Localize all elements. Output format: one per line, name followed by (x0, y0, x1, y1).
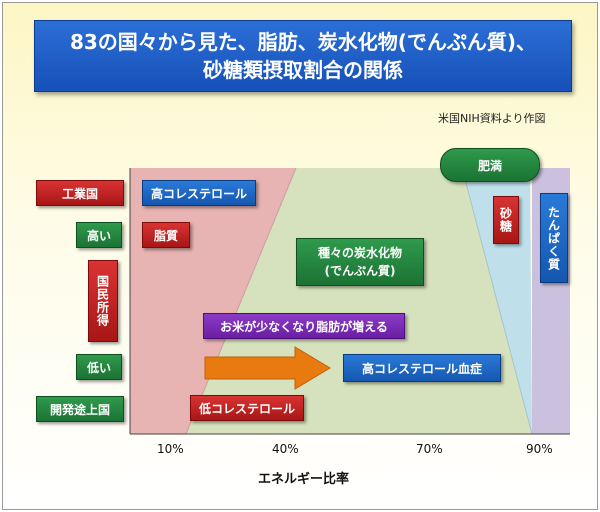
page-title: 83の国々から見た、脂肪、炭水化物(でんぷん質)、 砂糖類摂取割合の関係 (34, 20, 572, 92)
source-note: 米国NIH資料より作図 (438, 112, 546, 125)
fat-label: 脂質 (142, 222, 190, 248)
hypercholesterolemia-label: 高コレステロール血症 (343, 354, 501, 382)
national-income-label: 国民所得 (88, 260, 118, 342)
industrial-nation-label: 工業国 (36, 180, 124, 206)
sugar-label: 砂糖 (493, 196, 519, 244)
x-tick-label: 40% (272, 442, 299, 456)
high-cholesterol-label: 高コレステロール (142, 180, 256, 206)
low-cholesterol-label: 低コレステロール (190, 395, 304, 421)
region-boundary (461, 167, 533, 435)
developing-nation-label: 開発途上国 (36, 396, 124, 422)
title-line-1: 83の国々から見た、脂肪、炭水化物(でんぷん質)、 (69, 30, 537, 54)
x-tick-label: 10% (157, 442, 184, 456)
region-boundary (185, 167, 297, 435)
increase-arrow (204, 346, 331, 390)
protein-label: たんぱく質 (540, 193, 568, 283)
high-income-label: 高い (76, 222, 122, 248)
x-axis-title: エネルギー比率 (258, 472, 350, 487)
obesity-label: 肥満 (440, 148, 540, 182)
x-tick-label: 70% (416, 442, 443, 456)
x-tick-label: 90% (526, 442, 553, 456)
carbohydrate-label: 種々の炭水化物 (でんぷん質) (296, 238, 424, 286)
less-rice-more-fat-label: お米が少なくなり脂肪が増える (203, 313, 405, 339)
title-line-2: 砂糖類摂取割合の関係 (203, 58, 403, 82)
low-income-label: 低い (76, 354, 122, 380)
